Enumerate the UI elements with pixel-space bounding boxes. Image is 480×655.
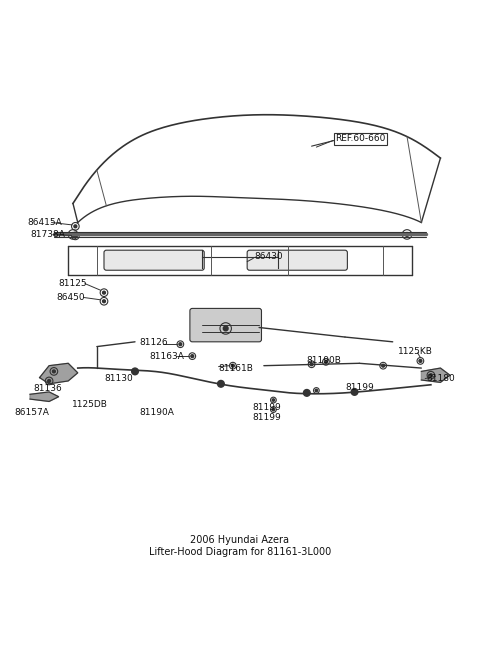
Circle shape	[223, 326, 228, 331]
Circle shape	[74, 225, 77, 228]
Text: 1125DB: 1125DB	[72, 400, 108, 409]
Circle shape	[324, 360, 327, 364]
Circle shape	[315, 389, 318, 392]
Circle shape	[132, 368, 138, 375]
Text: 86450: 86450	[56, 293, 85, 302]
Circle shape	[191, 355, 194, 358]
Circle shape	[430, 374, 432, 377]
Circle shape	[272, 408, 275, 411]
Text: 81199: 81199	[345, 383, 374, 392]
FancyBboxPatch shape	[247, 250, 348, 271]
Circle shape	[74, 234, 77, 237]
Circle shape	[272, 399, 275, 402]
Text: 81161B: 81161B	[218, 364, 253, 373]
Text: 81126: 81126	[140, 338, 168, 347]
Text: 86415A: 86415A	[28, 218, 62, 227]
Polygon shape	[421, 368, 450, 383]
Circle shape	[231, 364, 234, 367]
Polygon shape	[30, 392, 59, 402]
FancyBboxPatch shape	[104, 250, 204, 271]
Text: 81163A: 81163A	[149, 352, 184, 361]
Text: 1125KB: 1125KB	[397, 347, 432, 356]
Circle shape	[419, 360, 422, 362]
Text: 86157A: 86157A	[15, 408, 49, 417]
Text: REF.60-660: REF.60-660	[336, 134, 386, 143]
Circle shape	[52, 370, 55, 373]
Circle shape	[179, 343, 182, 346]
Text: 81190A: 81190A	[140, 408, 175, 417]
Circle shape	[217, 381, 224, 387]
Text: 81180: 81180	[426, 374, 455, 383]
Circle shape	[103, 300, 106, 303]
Circle shape	[351, 388, 358, 395]
Text: 86430: 86430	[254, 252, 283, 261]
Polygon shape	[39, 364, 78, 384]
Circle shape	[405, 233, 409, 236]
Text: 81125: 81125	[59, 279, 87, 288]
Text: 81199: 81199	[252, 403, 281, 412]
Circle shape	[48, 379, 50, 383]
Circle shape	[103, 291, 106, 294]
Circle shape	[303, 390, 310, 396]
Circle shape	[382, 364, 384, 367]
FancyBboxPatch shape	[190, 309, 262, 342]
Text: 81199: 81199	[252, 413, 281, 422]
Text: 2006 Hyundai Azera
Lifter-Hood Diagram for 81161-3L000: 2006 Hyundai Azera Lifter-Hood Diagram f…	[149, 535, 331, 557]
Text: 81738A: 81738A	[30, 230, 65, 239]
Circle shape	[310, 363, 313, 365]
Text: 81136: 81136	[34, 384, 62, 392]
Text: 81130: 81130	[104, 374, 133, 383]
Text: 81190B: 81190B	[307, 356, 342, 365]
Circle shape	[71, 233, 75, 236]
